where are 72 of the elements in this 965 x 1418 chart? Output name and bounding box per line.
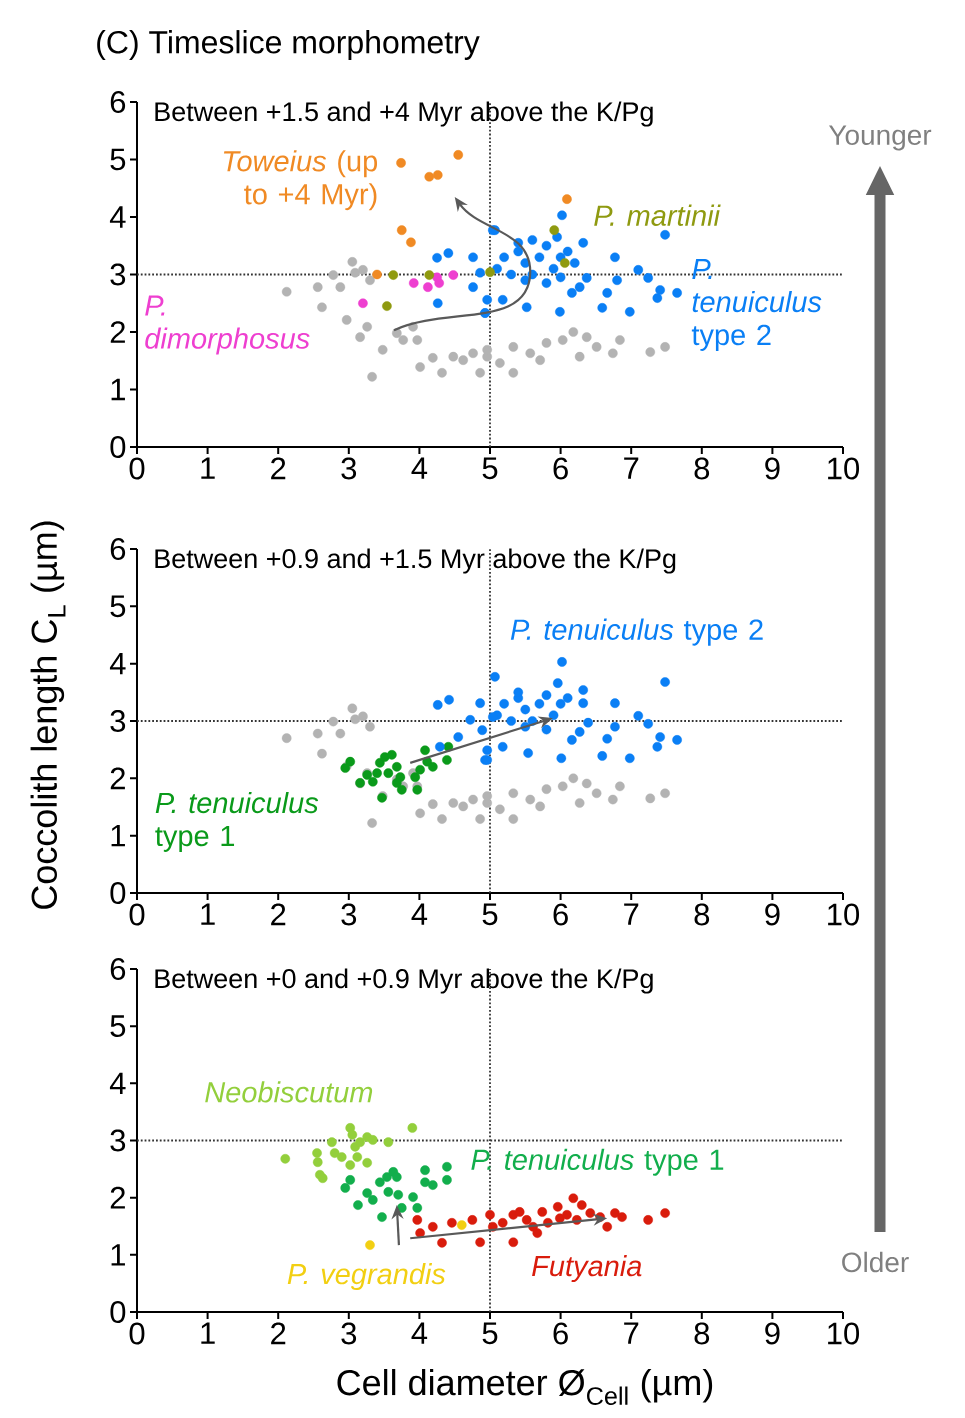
- x-tick-label: 5: [482, 1322, 498, 1345]
- chart-subtitle: Between +0 and +0.9 Myr above the K/Pg: [155, 968, 653, 994]
- y-tick-label: 5: [110, 1015, 126, 1037]
- x-axis-title: Cell diameter Ø$_{Cell}$ (µm): [337, 1368, 713, 1406]
- y-tick-label: 4: [109, 206, 126, 228]
- y-tick-label: 5: [110, 148, 126, 171]
- x-tick-label: 4: [411, 1322, 428, 1344]
- series-label: P. tenuiculus type 1: [155, 791, 319, 852]
- y-tick-label: 4: [109, 653, 126, 675]
- x-tick-label: 5: [482, 457, 498, 480]
- x-tick-label: 4: [411, 457, 428, 479]
- y-tick-label: 6: [110, 538, 126, 560]
- x-tick-label: 10: [828, 1322, 860, 1345]
- y-tick-label: 2: [110, 321, 125, 343]
- chart-title: (C) Timeslice morphometry: [97, 30, 480, 60]
- x-tick-label: 8: [694, 457, 710, 480]
- x-tick-label: 2: [271, 457, 286, 480]
- y-tick-label: 4: [109, 1072, 126, 1094]
- x-tick-label: 1: [201, 457, 215, 479]
- y-axis-title: Coccolith length C$_{L}$ (µm): [30, 521, 66, 909]
- x-tick-label: 0: [129, 903, 145, 926]
- series-label: P. tenuiculus type 1: [471, 1148, 724, 1176]
- x-tick-label: 10: [828, 903, 860, 926]
- y-tick-label: 5: [110, 595, 126, 618]
- annotation: Older: [842, 1251, 909, 1273]
- annotation: Younger: [828, 125, 932, 151]
- y-tick-label: 6: [110, 958, 126, 980]
- chart-subtitle: Between +1.5 and +4 Myr above the K/Pg: [155, 101, 653, 127]
- x-tick-label: 0: [129, 457, 145, 480]
- x-tick-label: 2: [271, 1322, 286, 1345]
- y-tick-label: 1: [111, 378, 125, 401]
- series-label: P. martinii: [594, 204, 721, 226]
- x-tick-label: 9: [765, 457, 780, 480]
- x-tick-label: 9: [765, 1322, 780, 1345]
- y-tick-label: 2: [110, 1186, 125, 1209]
- x-tick-label: 9: [765, 903, 780, 926]
- x-tick-label: 7: [624, 903, 639, 925]
- y-tick-label: 3: [110, 263, 126, 286]
- chart-subtitle: Between +0.9 and +1.5 Myr above the K/Pg: [155, 548, 676, 574]
- x-tick-label: 1: [201, 1322, 215, 1344]
- y-tick-label: 0: [110, 1301, 126, 1323]
- x-tick-label: 4: [411, 903, 428, 925]
- x-tick-label: 3: [341, 1322, 357, 1345]
- y-tick-label: 3: [110, 710, 126, 732]
- x-tick-label: 7: [624, 1322, 639, 1344]
- series-label: P. tenuiculus type 2: [510, 618, 763, 646]
- series-label: P. vegrandis: [287, 1263, 446, 1291]
- x-tick-label: 10: [828, 457, 860, 480]
- y-tick-label: 1: [111, 824, 125, 847]
- series-label: Neobiscutum: [205, 1081, 373, 1103]
- x-tick-label: 8: [694, 903, 710, 926]
- x-tick-label: 0: [129, 1322, 145, 1345]
- y-tick-label: 0: [110, 436, 126, 458]
- x-tick-label: 6: [553, 903, 568, 926]
- x-tick-label: 8: [694, 1322, 710, 1345]
- series-label: Toweius (up to +4 Myr): [223, 150, 378, 211]
- x-tick-label: 7: [624, 457, 639, 479]
- x-tick-label: 3: [341, 903, 357, 926]
- x-tick-label: 2: [271, 903, 286, 926]
- series-label: P. dimorphosus: [145, 295, 310, 355]
- y-tick-label: 2: [110, 767, 125, 790]
- y-tick-label: 1: [111, 1244, 125, 1266]
- y-tick-label: 0: [110, 882, 126, 904]
- y-tick-label: 6: [110, 91, 126, 113]
- y-tick-label: 3: [110, 1129, 126, 1152]
- x-tick-label: 6: [553, 1322, 568, 1345]
- series-label: Futyania: [532, 1255, 642, 1283]
- x-tick-label: 3: [341, 457, 357, 480]
- x-tick-label: 5: [482, 903, 498, 926]
- x-tick-label: 1: [201, 903, 215, 925]
- x-tick-label: 6: [553, 457, 568, 480]
- series-label: P. tenuiculus type 2: [691, 258, 822, 351]
